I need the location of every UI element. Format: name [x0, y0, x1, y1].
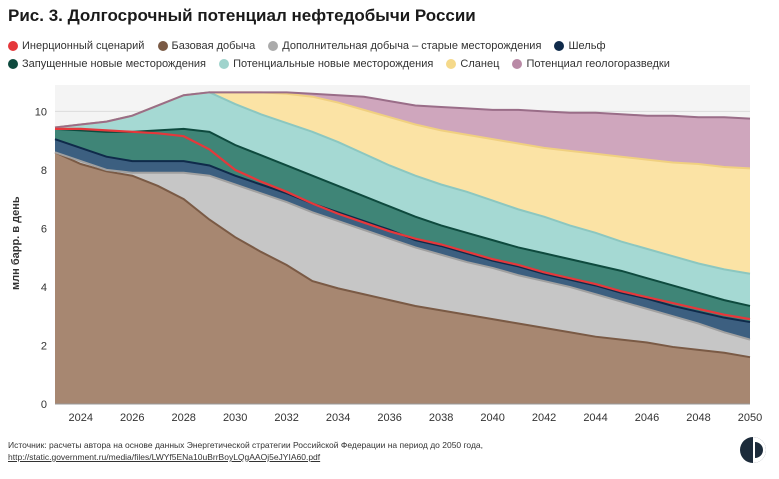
x-tick-label: 2036 — [377, 412, 401, 424]
source-link[interactable]: http://static.government.ru/media/files/… — [8, 452, 321, 462]
legend-item-potential-new: Потенциальные новые месторождения — [219, 56, 433, 72]
y-tick-label: 8 — [41, 165, 47, 177]
legend-swatch — [219, 59, 230, 69]
x-tick-label: 2046 — [635, 412, 659, 424]
legend-item-additional-old: Дополнительная добыча – старые месторожд… — [268, 38, 541, 54]
legend-swatch — [512, 59, 523, 69]
source-text: Источник: расчеты автора на основе данны… — [8, 440, 484, 450]
legend-label: Инерционный сценарий — [22, 40, 145, 52]
legend-label: Шельф — [568, 40, 606, 52]
y-tick-label: 0 — [41, 399, 47, 411]
series-line-1 — [54, 151, 751, 341]
chart-legend: Инерционный сценарий Базовая добыча Допо… — [8, 38, 778, 74]
y-tick-label: 2 — [41, 340, 47, 352]
x-tick-label: 2038 — [429, 412, 453, 424]
legend-item-shale: Сланец — [446, 56, 499, 72]
legend-swatch — [8, 59, 18, 69]
legend-swatch — [446, 59, 457, 69]
x-tick-label: 2044 — [583, 412, 607, 424]
legend-swatch — [268, 41, 279, 51]
x-tick-label: 2048 — [686, 412, 710, 424]
x-tick-label: 2024 — [68, 412, 92, 424]
x-tick-label: 2030 — [223, 412, 247, 424]
x-tick-label: 2032 — [274, 412, 298, 424]
x-tick-label: 2040 — [480, 412, 504, 424]
legend-label: Запущенные новые месторождения — [22, 58, 207, 70]
half-circle-logo-icon — [740, 437, 766, 463]
x-tick-label: 2050 — [738, 412, 762, 424]
series-line-3 — [54, 127, 751, 307]
legend-item-shelf: Шельф — [554, 38, 606, 54]
inertial-scenario-line — [55, 127, 751, 321]
legend-swatch — [157, 41, 168, 51]
y-tick-label: 10 — [35, 106, 47, 118]
y-tick-label: 4 — [41, 282, 47, 294]
legend-label: Потенциальные новые месторождения — [233, 58, 434, 70]
legend-label: Базовая добыча — [171, 40, 256, 52]
legend-item-exploration: Потенциал геологоразведки — [512, 56, 670, 72]
series-line-0 — [54, 151, 751, 359]
legend-swatch — [8, 41, 18, 51]
legend-item-inertial: Инерционный сценарий — [8, 38, 144, 54]
legend-label: Сланец — [460, 58, 500, 70]
series-line-6 — [54, 91, 751, 129]
source-note: Источник: расчеты автора на основе данны… — [8, 439, 483, 463]
x-tick-label: 2026 — [120, 412, 144, 424]
area-0 — [55, 152, 750, 404]
legend-item-base: Базовая добыча — [157, 38, 256, 54]
x-tick-label: 2042 — [532, 412, 556, 424]
legend-label: Дополнительная добыча – старые месторожд… — [282, 40, 542, 52]
y-tick-label: 6 — [41, 223, 47, 235]
x-tick-label: 2034 — [326, 412, 350, 424]
legend-item-launched-new: Запущенные новые месторождения — [8, 56, 206, 72]
x-tick-label: 2028 — [171, 412, 195, 424]
legend-label: Потенциал геологоразведки — [526, 58, 670, 70]
legend-swatch — [554, 41, 565, 51]
chart-title: Рис. 3. Долгосрочный потенциал нефтедобы… — [8, 6, 476, 25]
